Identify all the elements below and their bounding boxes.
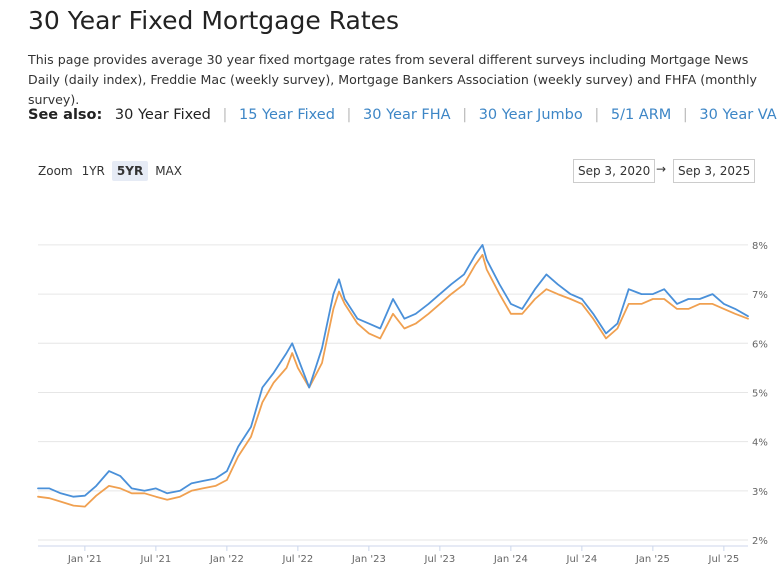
y-tick-label: 6%: [752, 339, 768, 350]
separator: |: [346, 107, 352, 123]
y-tick-label: 2%: [752, 536, 768, 547]
separator: |: [462, 107, 468, 123]
series-line-mortgage-news-daily: [37, 243, 749, 498]
link-15-year-fixed[interactable]: 15 Year Fixed: [238, 107, 335, 123]
zoom-bar: Zoom 1YR 5YR MAX: [38, 161, 189, 181]
x-tick-label: Jan '22: [209, 554, 244, 565]
x-tick-label: Jul '21: [140, 554, 172, 565]
series-line-freddie-mac: [37, 253, 749, 508]
link-30-year-va[interactable]: 30 Year VA: [699, 107, 777, 123]
separator: |: [594, 107, 600, 123]
zoom-max-button[interactable]: MAX: [155, 164, 182, 178]
separator: |: [682, 107, 688, 123]
separator: |: [222, 107, 228, 123]
zoom-label: Zoom: [38, 164, 73, 178]
x-tick-label: Jan '24: [493, 554, 528, 565]
x-tick-label: Jan '23: [351, 554, 386, 565]
page-title: 30 Year Fixed Mortgage Rates: [28, 6, 400, 35]
x-tick-label: Jul '24: [566, 554, 598, 565]
y-tick-label: 7%: [752, 290, 768, 301]
x-tick-label: Jul '22: [282, 554, 314, 565]
see-also-current: 30 Year Fixed: [114, 107, 211, 123]
range-from-input[interactable]: Sep 3, 2020: [573, 159, 656, 183]
see-also-label: See also:: [28, 107, 103, 123]
link-30-year-jumbo[interactable]: 30 Year Jumbo: [478, 107, 583, 123]
range-to-input[interactable]: Sep 3, 2025: [673, 159, 756, 183]
x-tick-label: Jan '21: [67, 554, 102, 565]
y-tick-label: 5%: [752, 388, 768, 399]
link-30-year-fha[interactable]: 30 Year FHA: [363, 107, 451, 123]
x-tick-label: Jul '25: [708, 554, 740, 565]
x-tick-label: Jul '23: [424, 554, 456, 565]
see-also-nav: See also: 30 Year Fixed | 15 Year Fixed …: [28, 107, 777, 123]
range-arrow: →: [656, 162, 667, 176]
link-5-1-arm[interactable]: 5/1 ARM: [610, 107, 672, 123]
page-intro: This page provides average 30 year fixed…: [28, 52, 757, 107]
zoom-1yr-button[interactable]: 1YR: [81, 164, 105, 178]
y-tick-label: 3%: [752, 487, 768, 498]
x-tick-label: Jan '25: [635, 554, 670, 565]
y-tick-label: 4%: [752, 438, 768, 449]
y-tick-label: 8%: [752, 241, 768, 252]
zoom-5yr-button[interactable]: 5YR: [111, 161, 149, 181]
